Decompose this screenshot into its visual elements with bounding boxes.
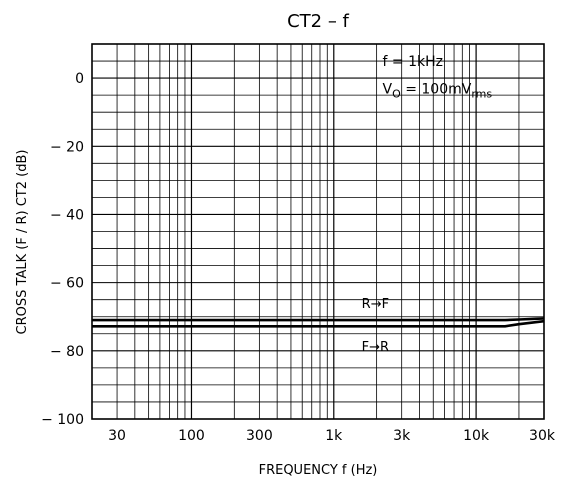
series-line (92, 319, 545, 328)
x-tick-label: 3k (393, 428, 411, 444)
x-tick-label: 1k (325, 428, 343, 444)
x-tick-label: 30k (529, 428, 556, 444)
y-axis-label: CROSS TALK (F / R) CT2 (dB) (15, 150, 30, 335)
y-tick-label: 0 (75, 71, 84, 87)
x-tick-label: 10k (463, 428, 490, 444)
annotations: f = 1kHz VO = 100mVrms (383, 54, 493, 100)
series-label: F→R (362, 340, 389, 355)
y-tick-label: − 60 (50, 276, 84, 292)
y-tick-label: − 40 (50, 207, 84, 223)
chart-title: CT2 – f (287, 11, 349, 32)
x-tick-label: 300 (246, 428, 273, 444)
condition-frequency: f = 1kHz (383, 54, 443, 70)
y-tick-label: − 80 (50, 344, 84, 360)
x-tick-label: 30 (108, 428, 126, 444)
x-axis-label: FREQUENCY f (Hz) (259, 463, 378, 478)
grid (92, 44, 544, 419)
plot-frame (91, 43, 545, 420)
series-line (92, 317, 545, 322)
x-tick-label: 100 (178, 428, 205, 444)
y-tick-label: − 100 (41, 412, 84, 428)
condition-voltage: VO = 100mVrms (383, 81, 493, 100)
tick-labels: 0 − 20 − 40 − 60 − 80 − 100 30 100 300 1k 3k 10k 30k (41, 71, 556, 444)
series-lines: R→F F→R (92, 297, 545, 355)
y-tick-label: − 20 (50, 139, 84, 155)
series-label: R→F (362, 297, 389, 312)
